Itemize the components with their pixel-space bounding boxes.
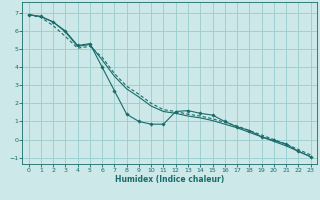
X-axis label: Humidex (Indice chaleur): Humidex (Indice chaleur) xyxy=(115,175,224,184)
